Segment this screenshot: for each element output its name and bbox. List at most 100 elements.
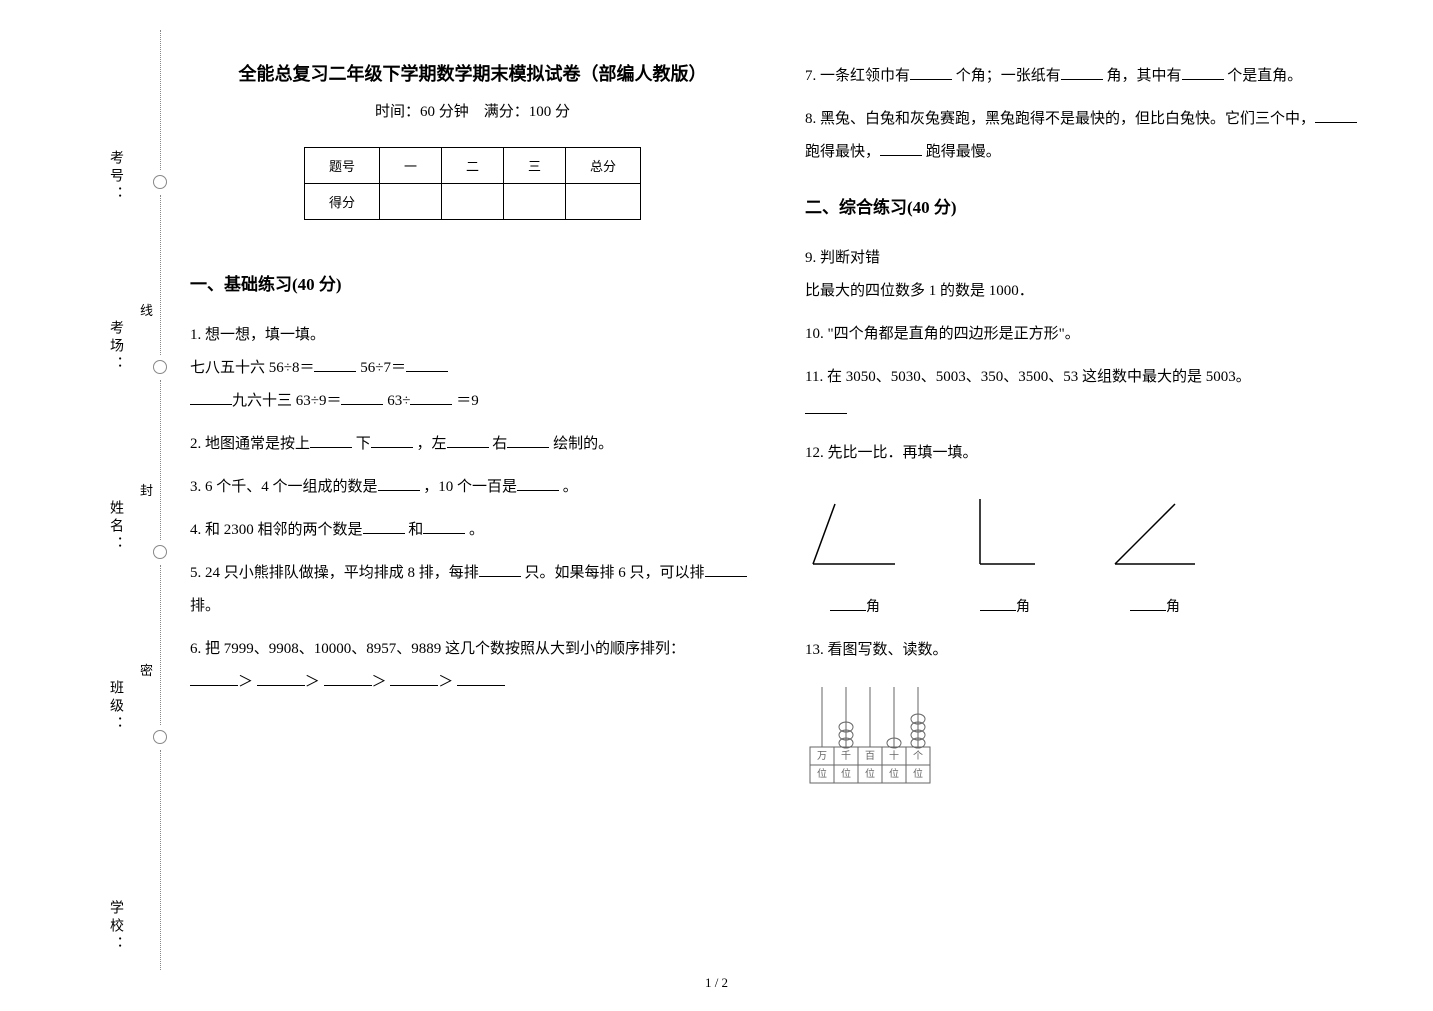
angle-label: 角 bbox=[1166, 600, 1180, 615]
q2-text: 下 bbox=[356, 436, 371, 452]
score-row-label: 得分 bbox=[304, 184, 379, 220]
page-number: 1 / 2 bbox=[705, 975, 728, 991]
score-th-total: 总分 bbox=[566, 148, 641, 184]
abacus-label: 万 bbox=[817, 751, 827, 762]
score-th-1: 一 bbox=[379, 148, 441, 184]
blank bbox=[980, 595, 1016, 611]
gt: ＞ bbox=[305, 674, 320, 690]
q8-text: 跑得最慢。 bbox=[926, 144, 1001, 160]
q6-text: 6. 把 7999、9908、10000、8957、9889 这几个数按照从大到… bbox=[190, 633, 755, 666]
gt: ＞ bbox=[438, 674, 453, 690]
blank bbox=[378, 475, 420, 491]
question-11: 11. 在 3050、5030、5003、350、3500、53 这组数中最大的… bbox=[805, 361, 1370, 427]
q3-text: ，10 个一百是 bbox=[423, 479, 517, 495]
q1-stem: 1. 想一想，填一填。 bbox=[190, 319, 755, 352]
blank bbox=[910, 64, 952, 80]
question-6: 6. 把 7999、9908、10000、8957、9889 这几个数按照从大到… bbox=[190, 633, 755, 699]
question-12: 12. 先比一比．再填一填。 角 角 bbox=[805, 437, 1370, 624]
q7-text: 个是直角。 bbox=[1227, 68, 1302, 84]
blank bbox=[830, 595, 866, 611]
question-7: 7. 一条红领巾有 个角；一张纸有 角，其中有 个是直角。 bbox=[805, 60, 1370, 93]
blank bbox=[341, 389, 383, 405]
abacus-label: 位 bbox=[841, 767, 851, 780]
q3-text: 3. 6 个千、4 个一组成的数是 bbox=[190, 479, 378, 495]
abacus-label: 位 bbox=[817, 767, 827, 780]
q2-text: 绘制的。 bbox=[553, 436, 613, 452]
q7-text: 7. 一条红领巾有 bbox=[805, 68, 910, 84]
abacus-label: 千 bbox=[841, 750, 851, 762]
blank bbox=[324, 670, 372, 686]
q1-text: 九六十三 63÷9＝ bbox=[232, 393, 341, 409]
question-8: 8. 黑兔、白兔和灰兔赛跑，黑兔跑得不是最快的，但比白兔快。它们三个中， 跑得最… bbox=[805, 103, 1370, 169]
q1-text: ＝9 bbox=[456, 393, 479, 409]
question-2: 2. 地图通常是按上 下 ，左 右 绘制的。 bbox=[190, 428, 755, 461]
question-5: 5. 24 只小熊排队做操，平均排成 8 排，每排 只。如果每排 6 只，可以排… bbox=[190, 557, 755, 623]
q13-stem: 13. 看图写数、读数。 bbox=[805, 634, 1370, 667]
score-table: 题号 一 二 三 总分 得分 bbox=[304, 147, 641, 220]
exam-title: 全能总复习二年级下学期数学期末模拟试卷（部编人教版） bbox=[190, 60, 755, 86]
binding-label-school: 学校： bbox=[105, 900, 125, 954]
blank bbox=[371, 432, 413, 448]
blank bbox=[1315, 107, 1357, 123]
blank bbox=[517, 475, 559, 491]
blank bbox=[805, 398, 847, 414]
q5-text: 5. 24 只小熊排队做操，平均排成 8 排，每排 bbox=[190, 565, 479, 581]
q3-text: 。 bbox=[563, 479, 578, 495]
abacus-label: 十 bbox=[889, 749, 899, 762]
blank bbox=[363, 518, 405, 534]
abacus-label: 百 bbox=[865, 750, 875, 762]
blank bbox=[479, 561, 521, 577]
blank bbox=[190, 670, 238, 686]
angles-row: 角 角 角 bbox=[805, 484, 1370, 624]
q5-text: 只。如果每排 6 只，可以排 bbox=[525, 565, 705, 581]
blank bbox=[406, 356, 448, 372]
gt: ＞ bbox=[238, 674, 253, 690]
score-th-3: 三 bbox=[504, 148, 566, 184]
question-10: 10. "四个角都是直角的四边形是正方形"。 bbox=[805, 318, 1370, 351]
q8-text: 8. 黑兔、白兔和灰兔赛跑，黑兔跑得不是最快的，但比白兔快。它们三个中， bbox=[805, 111, 1315, 127]
abacus-label: 位 bbox=[865, 767, 875, 780]
blank bbox=[390, 670, 438, 686]
blank bbox=[1130, 595, 1166, 611]
q2-text: ，左 bbox=[417, 436, 447, 452]
blank bbox=[705, 561, 747, 577]
abacus-label: 位 bbox=[889, 767, 899, 780]
column-left: 全能总复习二年级下学期数学期末模拟试卷（部编人教版） 时间：60 分钟 满分：1… bbox=[190, 60, 755, 810]
exam-subtitle: 时间：60 分钟 满分：100 分 bbox=[190, 100, 755, 121]
q5-text: 排。 bbox=[190, 598, 220, 614]
score-cell bbox=[504, 184, 566, 220]
question-3: 3. 6 个千、4 个一组成的数是 ，10 个一百是 。 bbox=[190, 471, 755, 504]
binding-label-class: 班级： bbox=[105, 680, 125, 734]
q12-stem: 12. 先比一比．再填一填。 bbox=[805, 437, 1370, 470]
blank bbox=[457, 670, 505, 686]
angle-right-icon bbox=[965, 484, 1045, 574]
angle-label: 角 bbox=[866, 600, 880, 615]
gt: ＞ bbox=[372, 674, 387, 690]
q4-text: 4. 和 2300 相邻的两个数是 bbox=[190, 522, 363, 538]
blank bbox=[314, 356, 356, 372]
angle-acute: 角 bbox=[1105, 484, 1205, 624]
q11-text: 11. 在 3050、5030、5003、350、3500、53 这组数中最大的… bbox=[805, 369, 1251, 385]
q1-text: 七八五十六 56÷8＝ bbox=[190, 360, 314, 376]
abacus-label: 个 bbox=[913, 750, 923, 762]
blank bbox=[423, 518, 465, 534]
blank bbox=[257, 670, 305, 686]
blank bbox=[410, 389, 452, 405]
q4-text: 和 bbox=[408, 522, 423, 538]
q9-body: 比最大的四位数多 1 的数是 1000． bbox=[805, 275, 1370, 308]
score-cell bbox=[441, 184, 503, 220]
blank bbox=[880, 140, 922, 156]
q1-text: 56÷7＝ bbox=[360, 360, 406, 376]
angle-acute-icon bbox=[1105, 484, 1205, 574]
score-cell bbox=[379, 184, 441, 220]
abacus-label: 位 bbox=[913, 767, 923, 780]
blank bbox=[190, 389, 232, 405]
binding-label-name: 姓名： bbox=[105, 500, 125, 554]
q2-text: 右 bbox=[492, 436, 507, 452]
abacus-icon: 万 千 百 十 个 位 位 位 位 位 bbox=[805, 677, 935, 787]
question-4: 4. 和 2300 相邻的两个数是 和 。 bbox=[190, 514, 755, 547]
score-th-2: 二 bbox=[441, 148, 503, 184]
seal-char-secret: 密 bbox=[140, 660, 153, 679]
column-right: 7. 一条红领巾有 个角；一张纸有 角，其中有 个是直角。 8. 黑兔、白兔和灰… bbox=[805, 60, 1370, 810]
q9-stem: 9. 判断对错 bbox=[805, 242, 1370, 275]
